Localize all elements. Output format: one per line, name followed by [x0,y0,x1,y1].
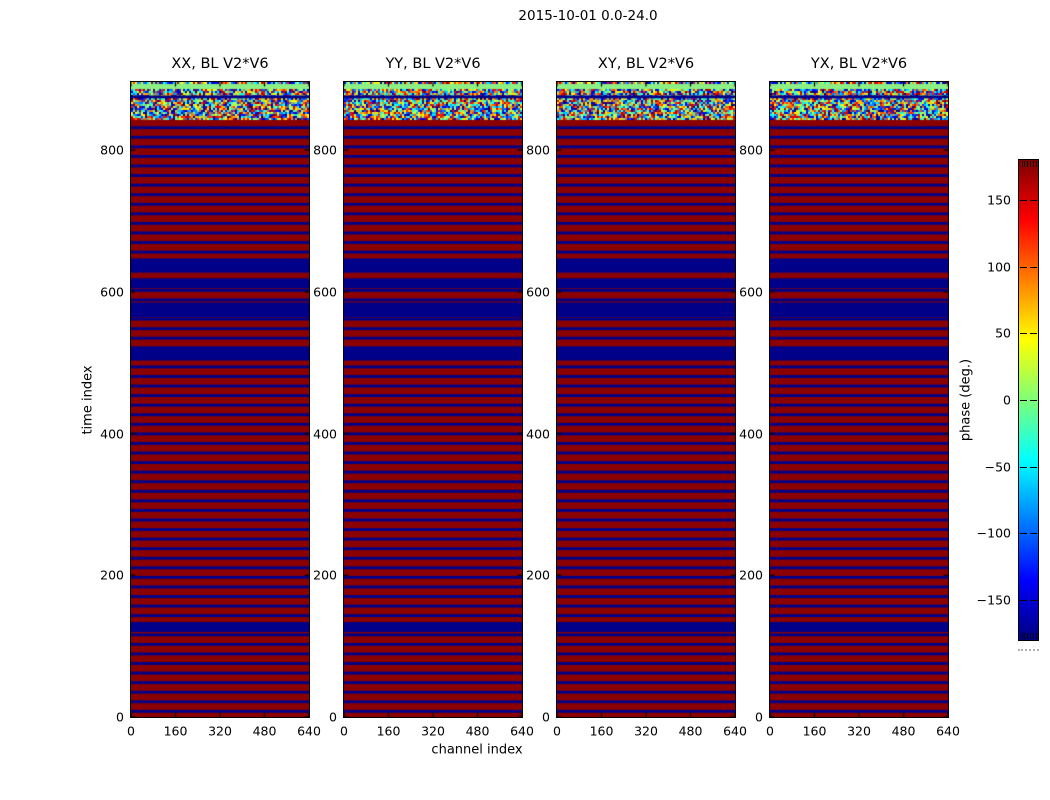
colorbar-tick-label: 100 [987,259,1011,275]
colorbar-end-mark [1024,633,1026,639]
colorbar-tick-label: −50 [984,459,1011,475]
panel-title-xx: XX, BL V2*V6 [171,56,269,72]
x-tick-label: 320 [208,723,232,739]
x-tick-label: 160 [376,723,401,739]
x-tick-label: 480 [252,723,277,739]
colorbar-end-mark [1035,633,1037,639]
x-tick-label: 480 [678,723,703,739]
colorbar-tick [1030,533,1037,535]
colorbar-end-mark [1032,161,1034,167]
colorbar-end-mark [1024,161,1026,167]
x-tick-label: 320 [847,723,871,739]
heatmap-panel-yy [343,81,523,718]
y-tick-label: 200 [526,567,550,583]
y-tick-label: 800 [100,142,124,158]
y-tick-label: 800 [313,142,337,158]
x-tick-label: 480 [465,723,490,739]
y-tick-label: 600 [313,284,337,300]
heatmap-panel-xx [130,81,310,718]
x-tick-label: 0 [127,723,135,739]
colorbar-tick-label: 150 [987,192,1011,208]
y-tick-label: 0 [755,709,763,725]
x-tick-label: 320 [421,723,445,739]
heatmap-canvas-xx [131,82,309,717]
y-tick-label: 0 [542,709,550,725]
colorbar-tick [1030,333,1037,335]
heatmap-canvas-yx [770,82,948,717]
colorbar-tick [1020,333,1027,335]
x-tick-label: 640 [297,723,321,739]
heatmap-panel-xy [556,81,736,718]
colorbar-tick [1030,600,1037,601]
heatmap-canvas-xy [557,82,735,717]
colorbar-tick [1030,466,1037,468]
x-tick-label: 480 [891,723,916,739]
colorbar-tick [1020,466,1027,468]
colorbar-end-mark [1029,633,1031,639]
x-tick-label: 160 [802,723,827,739]
colorbar-tick-label: −150 [976,592,1011,608]
colorbar-tick-label: 50 [995,325,1011,341]
colorbar [1018,159,1039,641]
panel-title-yy: YY, BL V2*V6 [385,56,481,72]
panel-title-xy: XY, BL V2*V6 [597,56,695,72]
colorbar-end-mark [1021,633,1023,639]
x-tick-label: 160 [163,723,188,739]
x-tick-label: 0 [766,723,774,739]
figure-title: 2015-10-01 0.0-24.0 [518,8,658,24]
panel-title-yx: YX, BL V2*V6 [810,56,908,72]
x-tick-label: 640 [936,723,960,739]
colorbar-tick [1030,400,1037,401]
y-tick-label: 400 [313,426,337,442]
colorbar-tick [1030,200,1037,201]
colorbar-tick-label: −100 [976,525,1011,541]
colorbar-tick [1030,266,1037,268]
y-tick-label: 800 [739,142,763,158]
colorbar-end-mark [1027,161,1029,167]
x-axis-label: channel index [431,742,523,758]
y-tick-label: 600 [526,284,550,300]
heatmap-panel-yx [769,81,949,718]
colorbar-end-mark [1021,161,1023,167]
colorbar-end-mark [1032,633,1034,639]
colorbar-end-mark [1035,161,1037,167]
x-tick-label: 640 [723,723,747,739]
y-tick-label: 0 [116,709,124,725]
colorbar-tick [1020,266,1027,268]
colorbar-tick [1020,533,1027,535]
colorbar-end-mark [1029,161,1031,167]
y-tick-label: 600 [739,284,763,300]
colorbar-tick [1020,600,1027,601]
x-tick-label: 640 [510,723,534,739]
x-tick-label: 320 [634,723,658,739]
y-tick-label: 0 [329,709,337,725]
y-tick-label: 400 [526,426,550,442]
y-tick-label: 200 [313,567,337,583]
y-tick-label: 400 [739,426,763,442]
x-tick-label: 160 [589,723,614,739]
y-tick-label: 200 [739,567,763,583]
y-tick-label: 200 [100,567,124,583]
y-tick-label: 600 [100,284,124,300]
colorbar-end-mark [1027,633,1029,639]
colorbar-extend-dots [1018,649,1039,651]
x-tick-label: 0 [553,723,561,739]
colorbar-tick [1020,200,1027,201]
y-tick-label: 800 [526,142,550,158]
heatmap-canvas-yy [344,82,522,717]
colorbar-tick [1020,400,1027,401]
y-axis-label: time index [80,365,96,435]
colorbar-tick-label: 0 [1003,392,1011,408]
x-tick-label: 0 [340,723,348,739]
y-tick-label: 400 [100,426,124,442]
